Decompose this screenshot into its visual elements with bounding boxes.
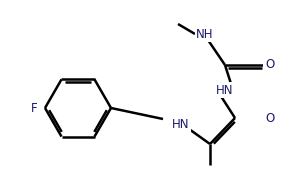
Text: HN: HN (172, 117, 189, 130)
Text: HN: HN (216, 83, 234, 97)
Text: O: O (265, 112, 274, 125)
Text: NH: NH (196, 28, 214, 41)
Text: O: O (265, 58, 274, 71)
Text: F: F (31, 102, 38, 115)
